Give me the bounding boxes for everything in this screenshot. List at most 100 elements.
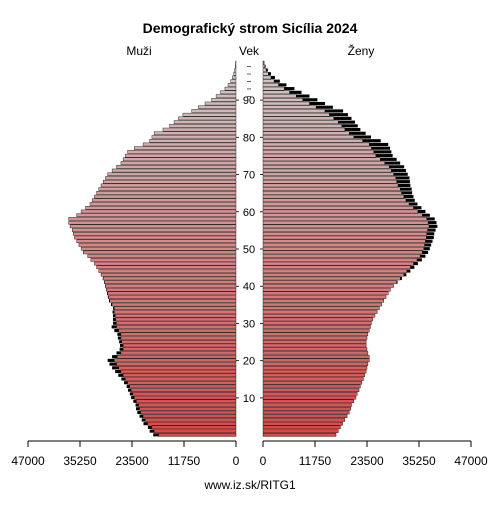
- male-bar: [117, 322, 236, 325]
- male-bar: [121, 370, 236, 373]
- male-excess-bar: [136, 407, 140, 410]
- male-bar: [128, 381, 236, 384]
- female-bar: [263, 61, 264, 64]
- male-bar: [140, 407, 236, 410]
- male-bar: [114, 307, 236, 310]
- female-excess-bar: [268, 72, 271, 75]
- male-bar: [123, 158, 236, 161]
- female-excess-bar: [363, 139, 381, 142]
- male-excess-bar: [133, 400, 136, 403]
- male-bar: [69, 217, 236, 220]
- female-excess-bar: [409, 202, 417, 205]
- male-bar: [77, 214, 236, 217]
- male-bar: [99, 188, 236, 191]
- male-bar: [119, 366, 236, 369]
- male-excess-bar: [137, 411, 141, 414]
- female-bar: [263, 407, 351, 410]
- female-bar: [263, 329, 369, 332]
- female-bar: [263, 173, 394, 176]
- male-bar: [125, 377, 236, 380]
- female-bar: [263, 80, 274, 83]
- female-excess-bar: [428, 221, 436, 224]
- male-bar: [150, 139, 236, 142]
- female-bar: [263, 288, 390, 291]
- male-bar: [105, 281, 236, 284]
- female-bar: [263, 132, 349, 135]
- female-excess-bar: [402, 191, 413, 194]
- male-bar: [123, 348, 236, 351]
- female-excess-bar: [380, 158, 396, 161]
- female-bar: [263, 348, 367, 351]
- male-excess-bar: [109, 363, 116, 366]
- female-bar: [263, 98, 303, 101]
- male-bar: [117, 355, 236, 358]
- female-bar: [263, 139, 363, 142]
- male-bar: [123, 344, 236, 347]
- female-excess-bar: [349, 132, 365, 135]
- female-excess-bar: [404, 195, 414, 198]
- male-excess-bar: [128, 389, 131, 392]
- female-excess-bar: [338, 121, 355, 124]
- female-bar: [263, 273, 404, 276]
- female-excess-bar: [425, 243, 432, 246]
- male-bar: [103, 180, 236, 183]
- female-bar: [263, 314, 375, 317]
- male-bar: [91, 258, 236, 261]
- male-bar: [145, 418, 236, 421]
- female-bar: [263, 147, 371, 150]
- female-excess-bar: [407, 269, 411, 272]
- female-excess-bar: [345, 128, 360, 131]
- male-bar: [112, 169, 236, 172]
- female-excess-bar: [265, 65, 266, 68]
- female-excess-bar: [303, 98, 318, 101]
- male-bar: [221, 91, 236, 94]
- male-excess-bar: [142, 418, 146, 421]
- female-bar: [263, 363, 368, 366]
- x-tick-label-left: 0: [233, 454, 240, 468]
- female-excess-bar: [369, 143, 388, 146]
- x-tick-label-right: 11750: [299, 454, 332, 468]
- female-bar: [263, 176, 396, 179]
- center-axis-label: Vek: [239, 44, 260, 58]
- age-tick-label: 90: [243, 95, 255, 107]
- male-excess-bar: [117, 333, 121, 336]
- male-excess-bar: [124, 381, 128, 384]
- female-bar: [263, 76, 271, 79]
- female-excess-bar: [391, 169, 406, 172]
- female-excess-bar: [418, 210, 426, 213]
- male-bar: [170, 124, 236, 127]
- female-excess-bar: [398, 184, 410, 187]
- x-tick-label-right: 23500: [350, 454, 384, 468]
- female-bar: [263, 83, 278, 86]
- x-tick-label-right: 35250: [402, 454, 436, 468]
- male-bar: [136, 400, 236, 403]
- male-bar: [216, 95, 236, 98]
- female-bar: [263, 154, 376, 157]
- female-bar: [263, 162, 385, 165]
- female-bar: [263, 255, 420, 258]
- male-excess-bar: [115, 370, 121, 373]
- male-bar: [74, 236, 236, 239]
- female-bar: [263, 243, 425, 246]
- male-excess-bar: [153, 433, 158, 436]
- female-excess-bar: [428, 229, 436, 232]
- male-excess-bar: [118, 374, 123, 377]
- male-bar: [133, 392, 236, 395]
- female-excess-bar: [342, 124, 358, 127]
- female-excess-bar: [417, 258, 422, 261]
- male-excess-bar: [113, 318, 116, 321]
- female-excess-bar: [266, 68, 268, 71]
- female-excess-bar: [274, 80, 280, 83]
- female-bar: [263, 121, 338, 124]
- male-bar: [232, 76, 236, 79]
- female-bar: [263, 433, 336, 436]
- female-excess-bar: [420, 255, 425, 258]
- male-bar: [134, 147, 236, 150]
- female-excess-bar: [374, 150, 392, 153]
- female-bar: [263, 355, 369, 358]
- female-excess-bar: [424, 247, 430, 250]
- x-tick-label-left: 47000: [11, 454, 45, 468]
- female-bar: [263, 65, 265, 68]
- female-excess-bar: [413, 206, 421, 209]
- female-bar: [263, 374, 365, 377]
